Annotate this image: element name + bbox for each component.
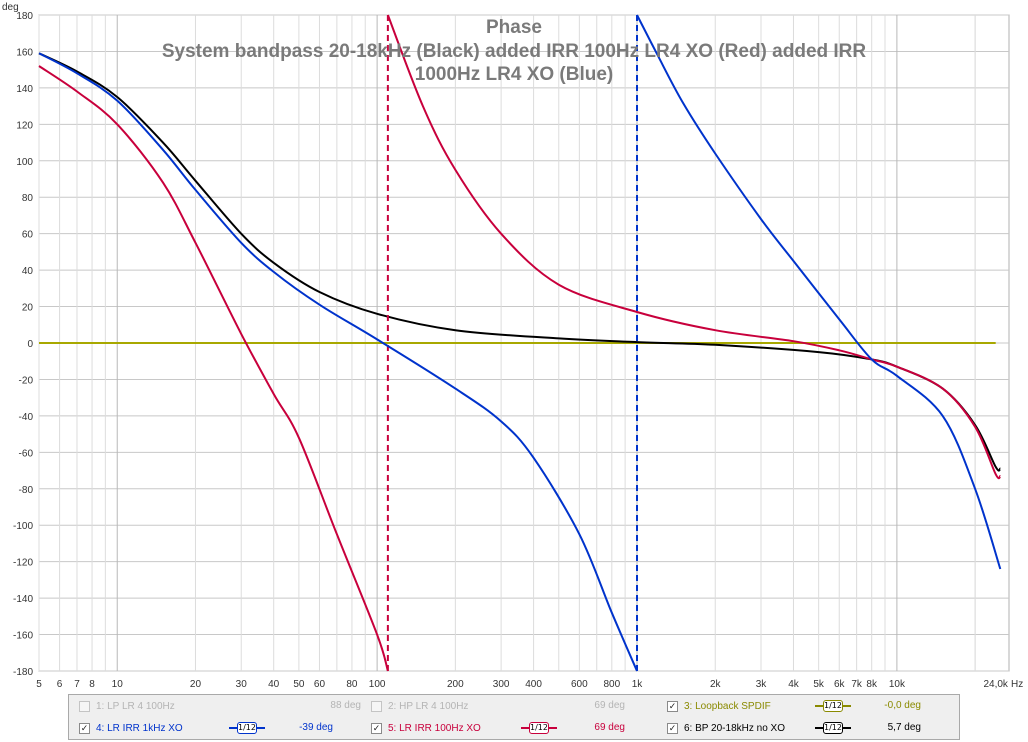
y-tick-label: 0 bbox=[27, 339, 33, 350]
x-tick-label: 8k bbox=[866, 679, 878, 690]
x-tick-label: 80 bbox=[346, 679, 358, 690]
x-tick-labels: 5 6 7 8 10 20 30 40 50 60 80 100 200 300 400 600 800 1k 2k… bbox=[36, 679, 1009, 690]
y-tick-label: 160 bbox=[16, 47, 33, 58]
legend-item-hp-lr4[interactable]: 2: HP LR 4 100Hz bbox=[371, 697, 468, 715]
x-tick-label: 200 bbox=[447, 679, 464, 690]
x-tick-label: 5k bbox=[813, 679, 825, 690]
x-tick-label: 8 bbox=[89, 679, 95, 690]
y-tick-label: 20 bbox=[22, 303, 34, 314]
y-tick-label: -80 bbox=[19, 485, 34, 496]
smoothing-indicator[interactable]: 1/12 bbox=[521, 719, 557, 737]
legend-checkbox[interactable]: ✓ bbox=[371, 722, 382, 734]
legend-item-loopback[interactable]: ✓ 3: Loopback SPDIF bbox=[667, 697, 771, 715]
x-tick-label: 100 bbox=[369, 679, 386, 690]
y-tick-label: -100 bbox=[13, 521, 33, 532]
y-tick-label: -60 bbox=[19, 448, 34, 459]
x-tick-label: 7k bbox=[851, 679, 863, 690]
chart-subtitle-line-1: System bandpass 20-18kHz (Black) added I… bbox=[162, 41, 867, 62]
legend-item-label: 5: LR IRR 100Hz XO bbox=[388, 722, 481, 734]
series-line-3 bbox=[38, 52, 638, 672]
x-axis-unit: Hz bbox=[1011, 679, 1023, 690]
legend-item-value: 5,7 deg bbox=[887, 722, 921, 733]
legend-item-irr-100hz[interactable]: ✓ 5: LR IRR 100Hz XO bbox=[371, 719, 481, 737]
legend-item-label: 1: LP LR 4 100Hz bbox=[96, 700, 175, 712]
y-tick-label: 60 bbox=[22, 230, 34, 241]
y-tick-label: 180 bbox=[16, 11, 33, 22]
smoothing-indicator[interactable]: 1/12 bbox=[815, 719, 851, 737]
y-tick-label: 80 bbox=[22, 193, 34, 204]
legend-item-lp-lr4[interactable]: 1: LP LR 4 100Hz bbox=[79, 697, 175, 715]
legend-item-label: 3: Loopback SPDIF bbox=[684, 700, 771, 712]
x-tick-label: 6k bbox=[834, 679, 846, 690]
smoothing-indicator[interactable]: 1/12 bbox=[815, 697, 851, 715]
phase-chart: -180 -160 -140 -120 -100 -80 -60 -40 -20 0 20 40 60 8… bbox=[2, 2, 1023, 690]
legend-checkbox[interactable]: ✓ bbox=[667, 700, 678, 712]
x-tick-label: 50 bbox=[293, 679, 305, 690]
x-tick-label: 10k bbox=[889, 679, 906, 690]
x-tick-label: 600 bbox=[571, 679, 588, 690]
y-tick-labels: -180 -160 -140 -120 -100 -80 -60 -40 -20 0 20 40 60 8… bbox=[13, 11, 33, 678]
series-line-2 bbox=[38, 65, 389, 672]
legend-checkbox[interactable]: ✓ bbox=[79, 722, 90, 734]
x-tick-label: 24,0k bbox=[983, 679, 1008, 690]
y-tick-label: -160 bbox=[13, 631, 33, 642]
smoothing-label: 1/12 bbox=[823, 722, 843, 734]
legend-item-value: 69 deg bbox=[594, 700, 625, 711]
series-group bbox=[38, 14, 1002, 672]
legend-checkbox[interactable] bbox=[371, 700, 382, 712]
legend-item-value: 69 deg bbox=[594, 722, 625, 733]
y-tick-label: -120 bbox=[13, 558, 33, 569]
x-tick-label: 3k bbox=[756, 679, 768, 690]
y-tick-label: -20 bbox=[19, 375, 34, 386]
x-tick-label: 60 bbox=[314, 679, 326, 690]
legend-item-value: -39 deg bbox=[299, 722, 333, 733]
chart-title: Phase bbox=[486, 17, 542, 38]
y-tick-label: -180 bbox=[13, 667, 33, 678]
x-tick-label: 10 bbox=[112, 679, 124, 690]
x-tick-label: 30 bbox=[236, 679, 248, 690]
legend-item-bp-no-xo[interactable]: ✓ 6: BP 20-18kHz no XO bbox=[667, 719, 785, 737]
smoothing-indicator[interactable]: 1/12 bbox=[229, 719, 265, 737]
series-line-2 bbox=[386, 14, 1002, 480]
legend-item-irr-1khz[interactable]: ✓ 4: LR IRR 1kHz XO bbox=[79, 719, 183, 737]
legend-item-value: 88 deg bbox=[330, 700, 361, 711]
legend-checkbox[interactable]: ✓ bbox=[667, 722, 678, 734]
y-tick-label: 100 bbox=[16, 157, 33, 168]
legend-checkbox[interactable] bbox=[79, 700, 90, 712]
smoothing-label: 1/12 bbox=[823, 700, 843, 712]
legend-item-label: 6: BP 20-18kHz no XO bbox=[684, 722, 785, 734]
x-tick-label: 4k bbox=[788, 679, 800, 690]
y-tick-label: 140 bbox=[16, 84, 33, 95]
legend-item-label: 2: HP LR 4 100Hz bbox=[388, 700, 469, 712]
y-tick-label: 120 bbox=[16, 120, 33, 131]
y-tick-label: -140 bbox=[13, 594, 33, 605]
x-tick-label: 800 bbox=[603, 679, 620, 690]
x-tick-label: 400 bbox=[525, 679, 542, 690]
x-tick-label: 40 bbox=[268, 679, 280, 690]
x-tick-label: 6 bbox=[57, 679, 63, 690]
x-tick-label: 7 bbox=[74, 679, 80, 690]
legend-item-label: 4: LR IRR 1kHz XO bbox=[96, 722, 183, 734]
x-tick-label: 20 bbox=[190, 679, 202, 690]
x-tick-label: 2k bbox=[710, 679, 722, 690]
smoothing-label: 1/12 bbox=[529, 722, 549, 734]
x-tick-label: 1k bbox=[632, 679, 644, 690]
chart-subtitle-line-2: 1000Hz LR4 XO (Blue) bbox=[415, 64, 614, 85]
x-tick-label: 5 bbox=[36, 679, 42, 690]
series-line-3 bbox=[636, 14, 1002, 570]
y-axis-label: deg bbox=[2, 2, 19, 13]
smoothing-label: 1/12 bbox=[237, 722, 257, 734]
y-tick-label: -40 bbox=[19, 412, 34, 423]
legend-panel: 1: LP LR 4 100Hz 88 deg 2: HP LR 4 100Hz… bbox=[68, 694, 960, 740]
legend-item-value: -0,0 deg bbox=[884, 700, 921, 711]
y-tick-label: 40 bbox=[22, 266, 34, 277]
x-tick-label: 300 bbox=[493, 679, 510, 690]
